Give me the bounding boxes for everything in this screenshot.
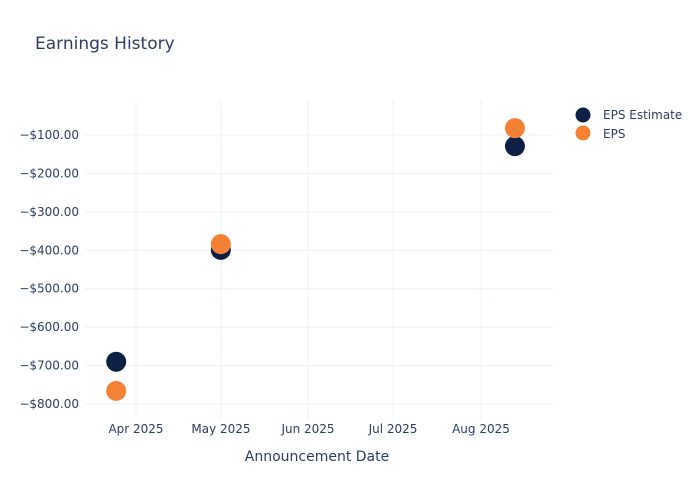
y-tick-label: −$800.00 <box>19 397 79 411</box>
grid-lines <box>85 100 553 420</box>
legend-label-estimate[interactable]: EPS Estimate <box>603 108 682 122</box>
estimate-point[interactable] <box>504 136 525 157</box>
x-tick-label: Jul 2025 <box>368 422 418 436</box>
y-tick-label: −$600.00 <box>19 320 79 334</box>
x-tick-label: May 2025 <box>191 422 250 436</box>
y-tick-label: −$400.00 <box>19 243 79 257</box>
y-tick-label: −$300.00 <box>19 205 79 219</box>
eps-point[interactable] <box>504 118 525 139</box>
legend-label-eps[interactable]: EPS <box>603 127 625 141</box>
y-tick-label: −$700.00 <box>19 359 79 373</box>
data-points <box>106 118 525 401</box>
x-tick-label: Apr 2025 <box>108 422 163 436</box>
estimate-point[interactable] <box>106 351 127 372</box>
x-tick-label: Jun 2025 <box>280 422 334 436</box>
y-tick-label: −$500.00 <box>19 282 79 296</box>
y-axis-ticks: −$100.00 −$200.00 −$300.00 −$400.00 −$500.00… <box>19 128 79 411</box>
x-axis-ticks: Apr 2025 May 2025 Jun 2025 Jul 2025 Aug 2025 <box>108 422 509 436</box>
legend-marker-eps <box>575 125 591 141</box>
x-tick-label: Aug 2025 <box>452 422 510 436</box>
y-tick-label: −$100.00 <box>19 128 79 142</box>
eps-point[interactable] <box>106 380 127 401</box>
legend: EPS Estimate EPS <box>575 107 682 141</box>
chart-title: Earnings History <box>35 34 175 54</box>
y-tick-label: −$200.00 <box>19 166 79 180</box>
eps-point[interactable] <box>210 234 231 255</box>
x-axis-title: Announcement Date <box>245 449 389 465</box>
legend-marker-estimate <box>575 107 591 123</box>
